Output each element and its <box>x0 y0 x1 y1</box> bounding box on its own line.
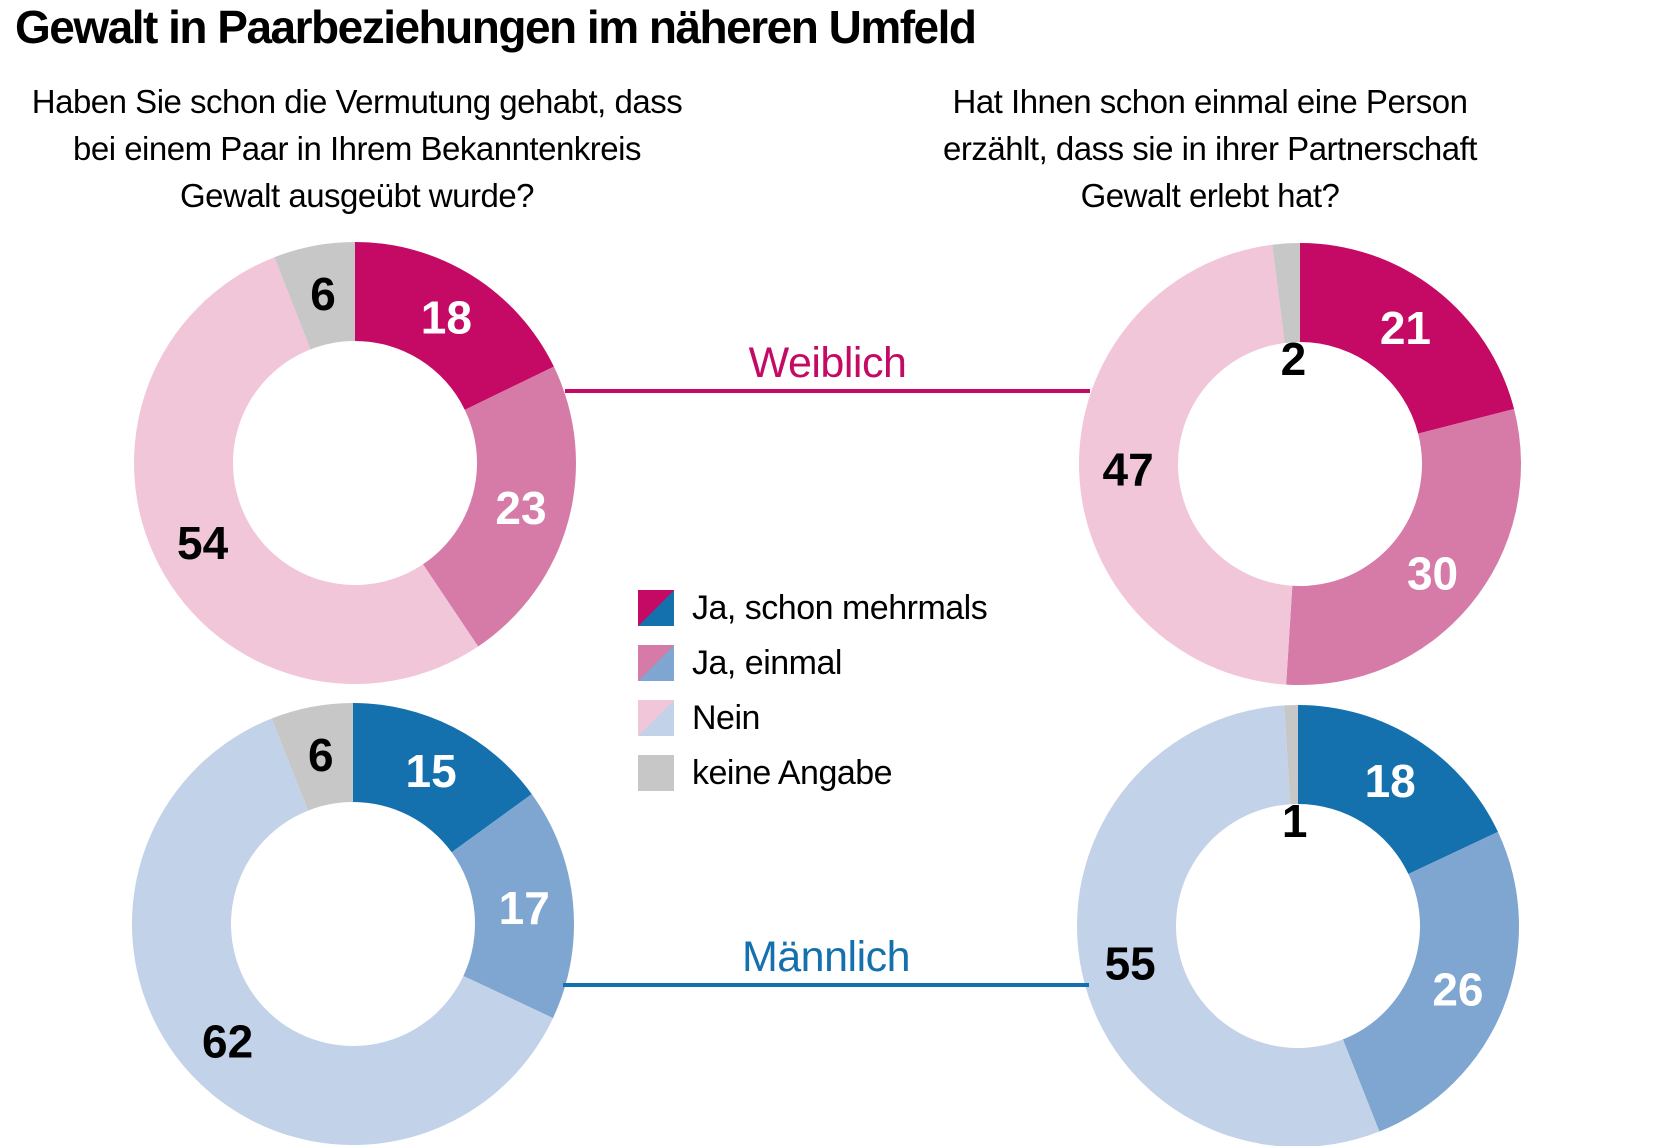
donut-value-label-male-right-1: 26 <box>1432 963 1483 1015</box>
legend-label: Ja, einmal <box>692 643 842 682</box>
question-right: Hat Ihnen schon einmal eine Person erzäh… <box>943 83 1477 215</box>
donut-chart-male-left: 15 17 62 6 <box>132 703 574 1145</box>
legend-swatch-keine-angabe <box>638 755 674 791</box>
donut-segment-male-right-0 <box>1298 705 1498 875</box>
donut-value-label-male-right-2: 55 <box>1105 938 1156 990</box>
donut-value-label-female-left-1: 23 <box>495 482 546 534</box>
donut-segment-female-right-3 <box>1272 243 1300 343</box>
legend-label: keine Angabe <box>692 753 893 792</box>
donut-segment-female-right-2 <box>1079 244 1293 685</box>
donut-chart-female-left: 18 23 54 6 <box>134 242 576 684</box>
donut-segment-female-left-0 <box>355 242 554 410</box>
legend: Ja, schon mehrmals Ja, einmal Nein keine… <box>638 588 988 810</box>
donut-segment-female-left-2 <box>134 257 479 684</box>
donut-segment-female-right-1 <box>1286 409 1521 685</box>
donut-value-label-female-right-1: 30 <box>1407 548 1458 600</box>
legend-item-ja-schon-mehrmals: Ja, schon mehrmals <box>638 588 988 627</box>
donut-value-label-female-left-3: 6 <box>310 268 336 320</box>
legend-swatch-ja-einmal <box>638 645 674 681</box>
donut-segment-female-right-0 <box>1300 243 1515 434</box>
page-title: Gewalt in Paarbeziehungen im näheren Umf… <box>15 1 977 53</box>
legend-label: Ja, schon mehrmals <box>692 588 988 627</box>
donut-segment-male-left-1 <box>451 794 574 1019</box>
donut-chart-male-right: 18 26 55 1 <box>1077 705 1519 1146</box>
donut-value-label-female-left-2: 54 <box>177 517 229 569</box>
donut-value-label-male-right-3: 1 <box>1282 795 1308 847</box>
group-label-weiblich: Weiblich <box>565 338 1090 393</box>
legend-item-ja-einmal: Ja, einmal <box>638 643 987 682</box>
donut-value-label-female-right-2: 47 <box>1102 443 1153 495</box>
donut-value-label-female-right-0: 21 <box>1380 302 1431 354</box>
donut-segment-male-left-3 <box>271 703 353 811</box>
donut-segment-female-left-3 <box>274 242 355 350</box>
legend-swatch-ja-schon-mehrmals <box>638 590 674 626</box>
donut-value-label-male-left-2: 62 <box>202 1016 253 1068</box>
donut-segment-male-left-2 <box>132 718 553 1145</box>
donut-segment-male-left-0 <box>353 703 532 853</box>
legend-label: Nein <box>692 698 760 737</box>
donut-value-label-male-left-1: 17 <box>499 882 550 934</box>
donut-segment-male-right-2 <box>1077 705 1380 1146</box>
legend-item-nein: Nein <box>638 698 987 737</box>
donut-segment-male-right-3 <box>1284 705 1298 805</box>
group-label-maennlich-text: Männlich <box>741 933 911 981</box>
donut-value-label-male-left-0: 15 <box>406 745 457 797</box>
donut-value-label-male-left-3: 6 <box>308 729 334 781</box>
donut-value-label-female-left-0: 18 <box>421 291 472 343</box>
question-left: Haben Sie schon die Vermutung gehabt, da… <box>31 83 683 215</box>
donut-segment-female-left-1 <box>422 366 576 647</box>
donut-segment-male-right-1 <box>1342 831 1519 1132</box>
legend-item-keine-angabe: keine Angabe <box>638 753 987 792</box>
legend-swatch-nein <box>638 700 674 736</box>
donut-value-label-male-right-0: 18 <box>1365 755 1416 807</box>
group-label-weiblich-text: Weiblich <box>748 339 907 387</box>
donut-value-label-female-right-3: 2 <box>1281 333 1307 385</box>
donut-chart-female-right: 21 30 47 2 <box>1079 243 1521 685</box>
group-label-maennlich: Männlich <box>563 932 1089 987</box>
